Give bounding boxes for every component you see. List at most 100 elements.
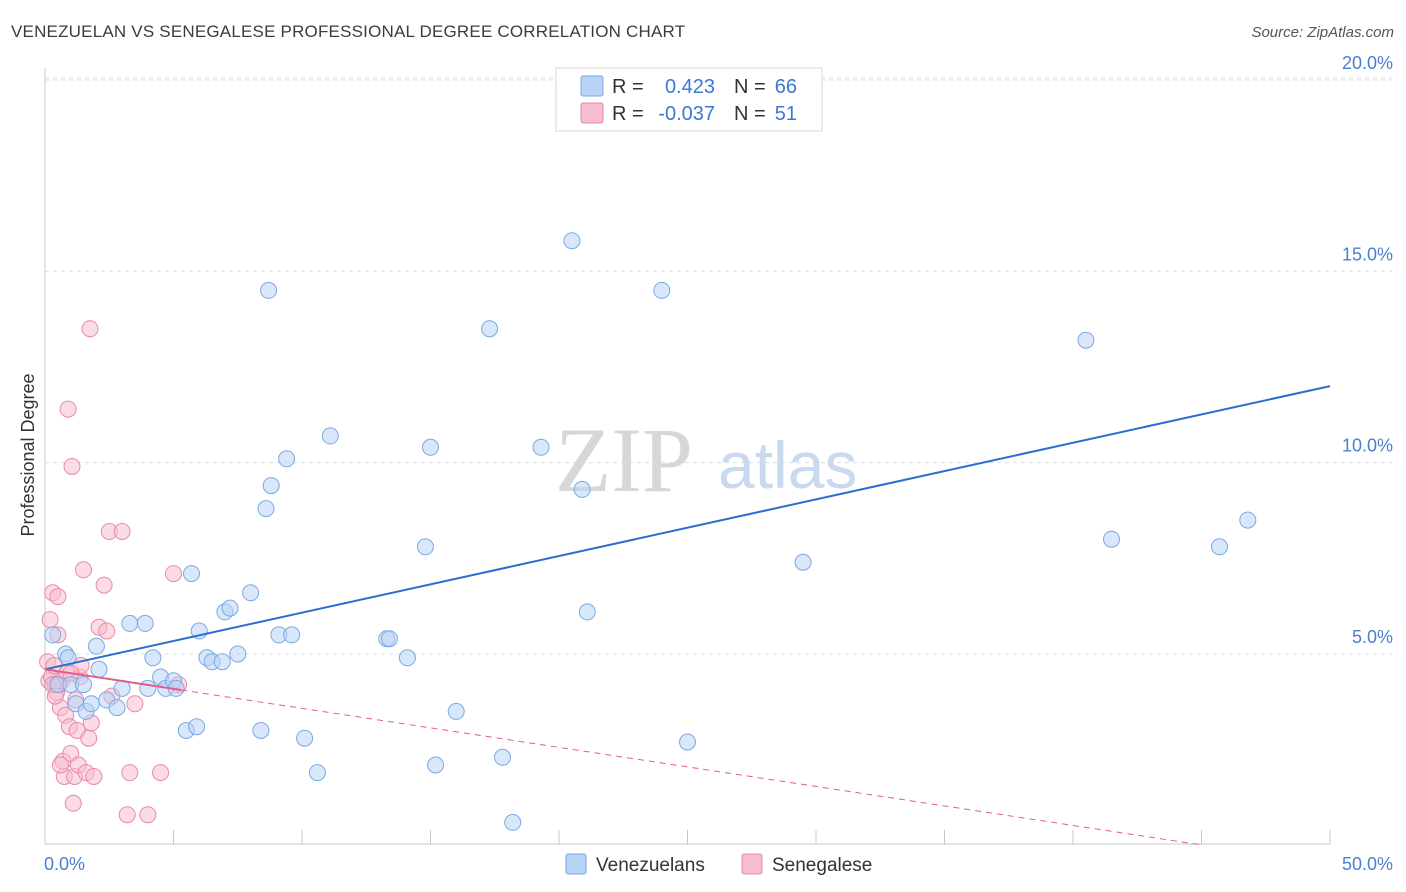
venezuelans-point	[563, 232, 581, 250]
y-axis-label: Professional Degree	[18, 373, 38, 536]
venezuelans-point	[183, 565, 200, 583]
venezuelans-point	[59, 649, 77, 667]
legend-swatch-senegalese	[580, 102, 604, 124]
venezuelans-point	[794, 553, 812, 571]
y-tick-label: 10.0%	[1342, 436, 1393, 456]
venezuelans-point	[653, 281, 671, 299]
senegalese-point	[85, 768, 103, 785]
venezuelans-point	[481, 320, 499, 338]
venezuelans-point	[416, 538, 434, 556]
legend-n-value-senegalese: 51	[775, 103, 797, 125]
senegalese-point	[121, 764, 139, 782]
senegalese-point	[64, 794, 82, 812]
venezuelans-point	[75, 676, 92, 694]
senegalese-point	[98, 622, 116, 640]
senegalese-point	[139, 806, 157, 824]
venezuelans-point	[1239, 511, 1257, 529]
venezuelans-point	[136, 614, 154, 632]
venezuelans-point	[90, 660, 108, 678]
venezuelans-point	[278, 450, 296, 468]
senegalese-point	[80, 729, 98, 747]
venezuelans-point	[1103, 530, 1120, 548]
senegalese-point	[126, 695, 144, 713]
venezuelans-point	[1211, 538, 1228, 556]
x-tick-label: 0.0%	[44, 854, 85, 874]
venezuelans-point	[82, 695, 100, 713]
venezuelans-point	[144, 649, 162, 667]
venezuelans-point	[44, 626, 62, 644]
senegalese-points	[39, 320, 188, 824]
venezuelans-point	[252, 722, 270, 739]
axes-layer: 5.0% 10.0% 15.0% 20.0% 0.0% 50.0%	[44, 53, 1393, 874]
x-tick-label: 50.0%	[1342, 854, 1393, 874]
grid-layer	[45, 77, 1392, 655]
y-tick-label: 20.0%	[1342, 53, 1393, 73]
legend-swatch-venezuelans	[580, 75, 604, 97]
senegalese-point	[81, 320, 99, 338]
series-legend: Venezuelans Senegalese	[565, 853, 872, 876]
senegalese-point	[165, 565, 182, 583]
legend-r-value-venezuelans: 0.423	[665, 76, 715, 98]
watermark-zip: ZIP	[555, 409, 693, 511]
watermark: ZIP atlas	[555, 409, 857, 511]
senegalese-trend-line-solid	[44, 668, 182, 691]
source-credit: Source: ZipAtlas.com	[1251, 24, 1394, 41]
venezuelans-point	[422, 438, 439, 456]
senegalese-point	[63, 458, 81, 475]
venezuelans-point	[296, 729, 314, 747]
venezuelans-points	[44, 232, 1257, 831]
senegalese-point	[59, 400, 77, 418]
legend-n-value-venezuelans: 66	[775, 76, 797, 98]
senegalese-trend-line-dashed	[181, 689, 1202, 846]
stats-legend: R = 0.423 N = 66 R = -0.037 N = 51	[555, 67, 823, 132]
venezuelans-point	[494, 748, 511, 766]
senegalese-point	[113, 523, 131, 540]
senegalese-point	[49, 588, 67, 606]
venezuelans-point	[242, 584, 260, 602]
venezuelans-point	[229, 645, 247, 663]
venezuelans-point	[139, 679, 157, 697]
venezuelans-point	[188, 718, 206, 736]
venezuelans-point	[260, 281, 278, 299]
senegalese-point	[41, 611, 59, 629]
venezuelans-point	[283, 626, 301, 644]
trend-layer	[44, 385, 1331, 846]
legend-r-value-senegalese: -0.037	[658, 103, 715, 125]
senegalese-point	[152, 764, 170, 782]
y-tick-label: 5.0%	[1352, 627, 1393, 647]
venezuelans-point	[578, 603, 596, 621]
bottom-legend-swatch-venezuelans	[565, 853, 587, 875]
venezuelans-point	[427, 756, 445, 774]
legend-r-label-venezuelans: R =	[612, 76, 644, 98]
venezuelans-point	[108, 699, 126, 717]
senegalese-point	[118, 806, 136, 824]
venezuelans-point	[532, 438, 550, 456]
venezuelans-point	[221, 599, 239, 617]
venezuelans-point	[121, 614, 139, 632]
venezuelans-point	[398, 649, 416, 667]
y-tick-label: 15.0%	[1342, 244, 1393, 264]
legend-n-label-venezuelans: N =	[734, 76, 766, 98]
bottom-legend-swatch-senegalese	[741, 853, 763, 875]
legend-n-label-senegalese: N =	[734, 103, 766, 125]
venezuelans-point	[1077, 331, 1095, 349]
bottom-legend-label-senegalese: Senegalese	[772, 855, 872, 876]
venezuelans-point	[321, 427, 339, 445]
venezuelans-point	[573, 480, 591, 498]
venezuelans-point	[87, 637, 105, 655]
senegalese-point	[51, 756, 69, 774]
venezuelans-point	[504, 813, 522, 831]
venezuelans-point	[380, 630, 398, 648]
venezuelans-point	[679, 733, 696, 751]
venezuelans-trend-line	[44, 385, 1331, 671]
venezuelans-point	[213, 653, 231, 671]
senegalese-point	[95, 576, 113, 594]
chart-title: VENEZUELAN VS SENEGALESE PROFESSIONAL DE…	[11, 22, 686, 41]
senegalese-point	[75, 561, 92, 579]
venezuelans-point	[262, 477, 280, 495]
venezuelans-point	[308, 764, 326, 782]
watermark-atlas: atlas	[718, 428, 857, 502]
venezuelans-point	[447, 702, 465, 720]
bottom-legend-label-venezuelans: Venezuelans	[596, 855, 705, 876]
